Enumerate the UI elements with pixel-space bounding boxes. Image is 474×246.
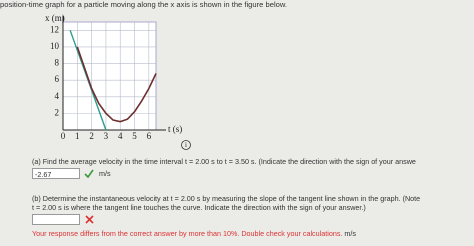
y-tick-label: 10: [50, 41, 60, 51]
x-tick-label: 2: [89, 131, 94, 141]
x-tick-label: 6: [147, 131, 152, 141]
x-axis-label: t (s): [168, 124, 182, 134]
y-axis-label: x (m): [45, 13, 65, 23]
x-tick-label: 5: [132, 131, 137, 141]
y-tick-label: 4: [55, 91, 60, 101]
x-tick-label: 1: [75, 131, 80, 141]
y-tick-label: 12: [50, 24, 59, 34]
y-tick-label: 6: [55, 74, 60, 84]
part-b-prompt: (b) Determine the instantaneous velocity…: [32, 194, 421, 203]
x-icon: [85, 215, 94, 224]
part-b-prompt: t = 2.00 s is where the tangent line tou…: [32, 203, 366, 212]
unit: m/s: [344, 229, 356, 238]
answer-box[interactable]: -2.67: [32, 168, 80, 179]
info-icon-circle: [181, 140, 191, 150]
feedback: Your response differs from the correct a…: [32, 229, 356, 238]
x-tick-label: 0: [61, 131, 66, 141]
info-icon[interactable]: i: [185, 141, 187, 149]
plot-area: [62, 21, 157, 131]
answer-box[interactable]: [32, 214, 80, 225]
position-curve: [76, 46, 157, 123]
feedback-text: Your response differs from the correct a…: [32, 229, 343, 238]
check-icon: [84, 169, 94, 179]
y-tick-label: 8: [55, 58, 60, 68]
unit: m/s: [99, 169, 111, 178]
y-tick-label: 2: [55, 107, 60, 117]
header-text: position-time graph for a particle movin…: [0, 0, 288, 9]
x-tick-label: 3: [104, 131, 109, 141]
x-tick-label: 4: [118, 131, 123, 141]
part-a-prompt: (a) Find the average velocity in the tim…: [32, 157, 416, 166]
